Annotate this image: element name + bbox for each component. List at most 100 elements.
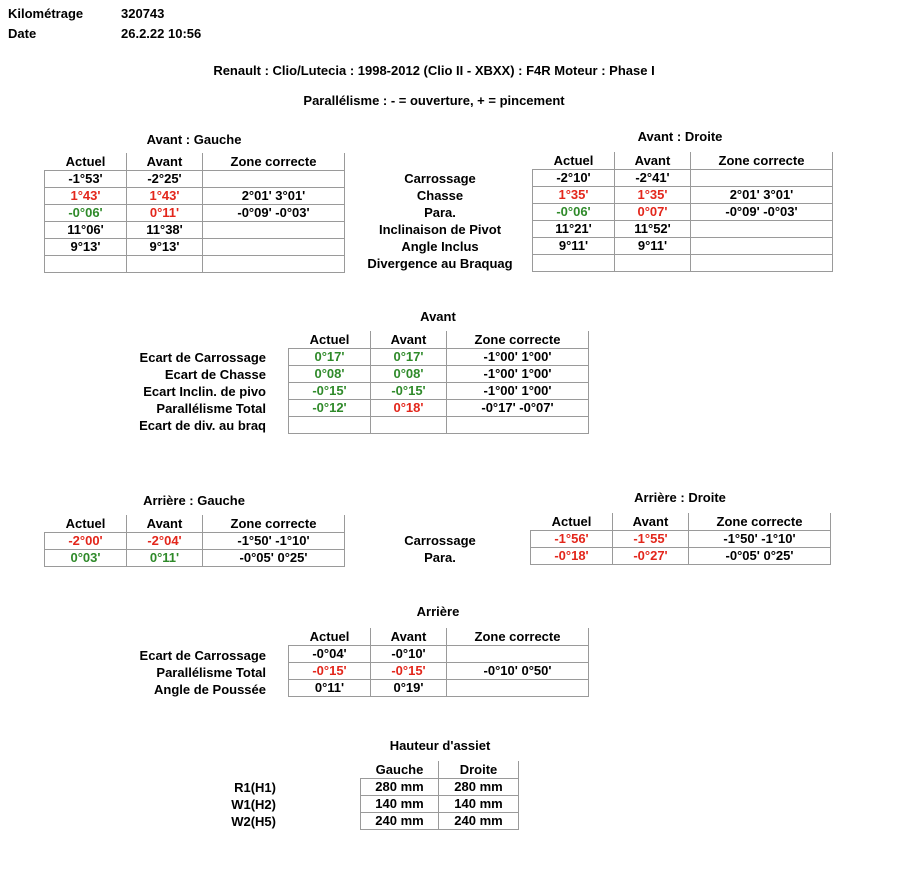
cell: -2°10' [532,169,615,187]
table-row: 11°21' 11°52' [532,220,833,238]
table-row: 1°43' 1°43' 2°01' 3°01' [44,187,345,205]
row-label: W1(H2) [231,797,276,812]
cell: -0°15' [288,382,371,400]
table-row: 140 mm 140 mm [360,795,519,813]
date-value: 26.2.22 10:56 [121,26,202,41]
toe-legend: Parallélisme : - = ouverture, + = pincem… [303,93,565,108]
cell: 0°17' [370,348,447,366]
cell [288,416,371,434]
row-label: Angle Inclus [401,239,479,254]
cell: 9°11' [532,237,615,255]
cell [446,416,589,434]
cell: -2°04' [126,532,203,550]
cell [614,254,691,272]
cell: -1°50' -1°10' [202,532,345,550]
cell: -0°05' 0°25' [688,547,831,565]
cell: -2°25' [126,170,203,188]
table-row: -0°06' 0°11' -0°09' -0°03' [44,204,345,222]
col-avant: Avant [370,331,447,349]
front-right-table: Actuel Avant Zone correcte -2°10' -2°41'… [532,152,833,272]
row-label: Parallélisme Total [156,401,266,416]
cell: 2°01' 3°01' [202,187,345,205]
cell: 0°11' [126,549,203,567]
rear-labels: Carrossage Para. [340,532,540,566]
ride-height-title: Hauteur d'assiet [389,738,491,753]
cell: 140 mm [360,795,439,813]
cell: 11°38' [126,221,203,239]
cell [202,255,345,273]
col-actuel: Actuel [44,515,127,533]
table-row: -2°00' -2°04' -1°50' -1°10' [44,532,345,550]
cell: -0°10' [370,645,447,663]
front-axle-title: Avant [420,309,456,324]
cell: -2°41' [614,169,691,187]
row-label: W2(H5) [231,814,276,829]
cell: -0°17' -0°07' [446,399,589,417]
cell: 11°06' [44,221,127,239]
cell: 0°08' [288,365,371,383]
cell: -1°53' [44,170,127,188]
cell: -1°00' 1°00' [446,365,589,383]
table-row: 9°13' 9°13' [44,238,345,256]
cell: 0°18' [370,399,447,417]
cell [446,679,589,697]
cell [44,255,127,273]
front-axle-labels: Ecart de Carrossage Ecart de Chasse Ecar… [60,349,266,434]
row-label: Chasse [416,188,464,203]
front-left-title: Avant : Gauche [146,132,242,147]
vehicle-title: Renault : Clio/Lutecia : 1998-2012 (Clio… [213,63,655,78]
cell: -0°04' [288,645,371,663]
cell: 9°11' [614,237,691,255]
row-label: Ecart de Carrossage [139,648,266,663]
cell: -0°06' [532,203,615,221]
cell: 240 mm [438,812,519,830]
cell [126,255,203,273]
cell: -1°50' -1°10' [688,530,831,548]
cell: -0°15' [370,382,447,400]
col-actuel: Actuel [288,331,371,349]
cell [370,416,447,434]
km-value: 320743 [121,6,165,21]
row-label: Parallélisme Total [156,665,266,680]
row-label: Para. [424,550,456,565]
cell: -0°27' [612,547,689,565]
cell [202,170,345,188]
cell: 0°19' [370,679,447,697]
cell: 1°35' [532,186,615,204]
ride-height-table: Gauche Droite 280 mm 280 mm 140 mm 140 m… [360,761,519,830]
row-label: Angle de Poussée [154,682,266,697]
cell: 0°17' [288,348,371,366]
cell: -0°09' -0°03' [690,203,833,221]
row-label: Ecart de Chasse [164,367,266,382]
cell: -0°15' [288,662,371,680]
cell: -0°09' -0°03' [202,204,345,222]
table-row: 0°08' 0°08' -1°00' 1°00' [288,365,589,383]
cell: 9°13' [44,238,127,256]
date-label: Date [8,26,37,41]
col-zone: Zone correcte [446,331,589,349]
cell [690,220,833,238]
cell: -0°05' 0°25' [202,549,345,567]
cell [690,237,833,255]
cell: 2°01' 3°01' [690,186,833,204]
cell [532,254,615,272]
table-row: 9°11' 9°11' [532,237,833,255]
table-row [288,416,589,434]
table-row: 0°03' 0°11' -0°05' 0°25' [44,549,345,567]
cell: 0°03' [44,549,127,567]
cell: 1°43' [126,187,203,205]
cell: -1°00' 1°00' [446,348,589,366]
cell: -1°55' [612,530,689,548]
row-label: Ecart Inclin. de pivo [143,384,266,399]
table-row: -2°10' -2°41' [532,169,833,187]
cell: 9°13' [126,238,203,256]
cell: -0°06' [44,204,127,222]
front-right-title: Avant : Droite [637,129,723,144]
cell: 280 mm [360,778,439,796]
front-labels: Carrossage Chasse Para. Inclinaison de P… [340,170,540,272]
cell: 0°07' [614,203,691,221]
row-label: Ecart de Carrossage [139,350,266,365]
col-zone: Zone correcte [202,153,345,171]
row-label: Para. [424,205,456,220]
col-avant: Avant [370,628,447,646]
